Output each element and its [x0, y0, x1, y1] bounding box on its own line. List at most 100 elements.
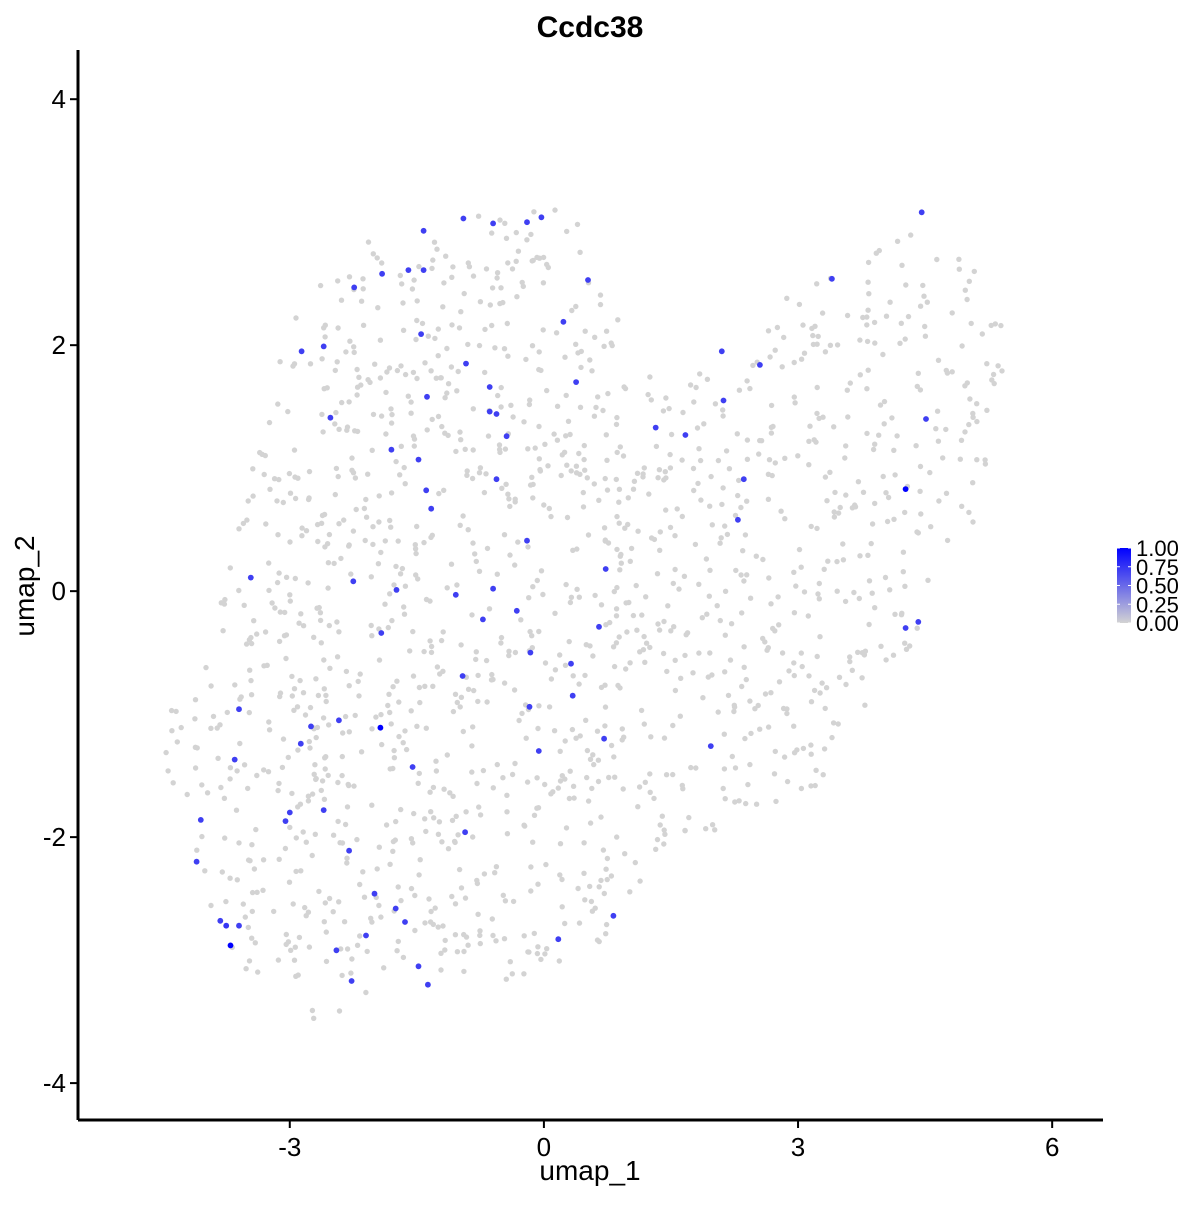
cell-point — [234, 768, 240, 774]
cell-point — [383, 822, 390, 828]
cell-point — [745, 781, 751, 788]
cell-point — [616, 634, 622, 640]
cell-point — [412, 546, 419, 552]
cell-point — [604, 855, 611, 862]
cell-point — [275, 532, 281, 538]
cell-point — [462, 446, 468, 452]
cell-point — [477, 812, 484, 818]
cell-point — [369, 802, 375, 808]
cell-point — [524, 779, 531, 785]
cell-point — [322, 766, 328, 772]
cell-point — [726, 466, 733, 472]
cell-point — [622, 525, 628, 531]
cell-point — [271, 476, 278, 482]
cell-point — [512, 496, 518, 502]
cell-point — [555, 785, 561, 791]
cell-point — [562, 738, 568, 744]
cell-point — [917, 303, 924, 309]
cell-point — [411, 443, 417, 449]
cell-point — [462, 895, 469, 901]
cell-point — [768, 690, 774, 696]
cell-point — [398, 806, 404, 813]
cell-point — [445, 432, 451, 439]
cell-point — [872, 340, 878, 346]
cell-point — [634, 627, 640, 633]
cell-point — [475, 698, 481, 705]
cell-point — [500, 892, 506, 898]
cell-point — [357, 933, 363, 939]
cell-point — [210, 713, 217, 720]
cell-point — [824, 498, 830, 504]
cell-point — [530, 839, 536, 845]
expressing-cell-point — [405, 267, 412, 273]
cell-point — [760, 556, 766, 563]
cell-point — [772, 460, 778, 466]
cell-point — [608, 340, 614, 346]
cell-point — [451, 838, 458, 845]
cell-point — [665, 603, 671, 609]
cell-point — [430, 257, 436, 263]
cell-point — [817, 634, 823, 640]
cell-point — [827, 342, 834, 348]
cell-point — [968, 320, 974, 327]
cell-point — [401, 464, 407, 471]
cell-point — [295, 804, 301, 810]
cell-point — [639, 612, 645, 618]
x-tick-label: -3 — [278, 1132, 301, 1162]
cell-point — [408, 885, 415, 892]
cell-point — [571, 795, 577, 801]
cell-point — [672, 657, 678, 663]
cell-point — [559, 773, 565, 779]
cell-point — [855, 479, 862, 485]
cell-point — [855, 649, 861, 655]
cell-point — [283, 574, 290, 580]
cell-point — [661, 841, 667, 847]
cell-point — [720, 407, 726, 413]
cell-point — [470, 273, 477, 279]
cell-point — [580, 504, 587, 510]
cell-point — [720, 485, 726, 491]
cell-point — [243, 641, 250, 647]
cell-point — [587, 756, 594, 762]
cell-point — [512, 760, 518, 767]
cell-point — [885, 494, 892, 501]
cell-point — [221, 601, 228, 607]
cell-point — [597, 301, 604, 308]
cell-point — [306, 468, 313, 475]
cell-point — [814, 525, 820, 532]
cell-point — [245, 924, 251, 931]
cell-point — [613, 640, 620, 646]
cell-point — [449, 817, 456, 824]
cell-point — [199, 782, 205, 788]
cell-point — [276, 780, 282, 787]
cell-point — [614, 449, 620, 456]
cell-point — [881, 421, 887, 427]
cell-point — [687, 382, 694, 388]
cell-point — [544, 261, 550, 268]
cell-point — [531, 209, 537, 215]
cell-point — [170, 780, 176, 786]
cell-point — [192, 744, 199, 750]
cell-point — [332, 421, 338, 427]
cell-point — [415, 780, 421, 786]
cell-point — [349, 956, 355, 962]
cell-point — [516, 717, 522, 724]
cell-point — [489, 230, 495, 236]
cell-point — [898, 320, 904, 326]
cell-point — [806, 462, 812, 468]
cell-point — [747, 595, 754, 601]
cell-point — [554, 403, 561, 409]
cell-point — [346, 729, 352, 735]
cell-point — [998, 322, 1004, 329]
cell-point — [766, 457, 773, 463]
cell-point — [465, 341, 471, 348]
cell-point — [457, 522, 463, 528]
cell-point — [351, 344, 357, 350]
cell-point — [376, 902, 382, 909]
cell-point — [402, 371, 409, 378]
cell-point — [556, 958, 562, 964]
cell-point — [698, 497, 704, 503]
cell-point — [562, 354, 568, 360]
cell-point — [174, 739, 180, 745]
cell-point — [414, 723, 420, 729]
